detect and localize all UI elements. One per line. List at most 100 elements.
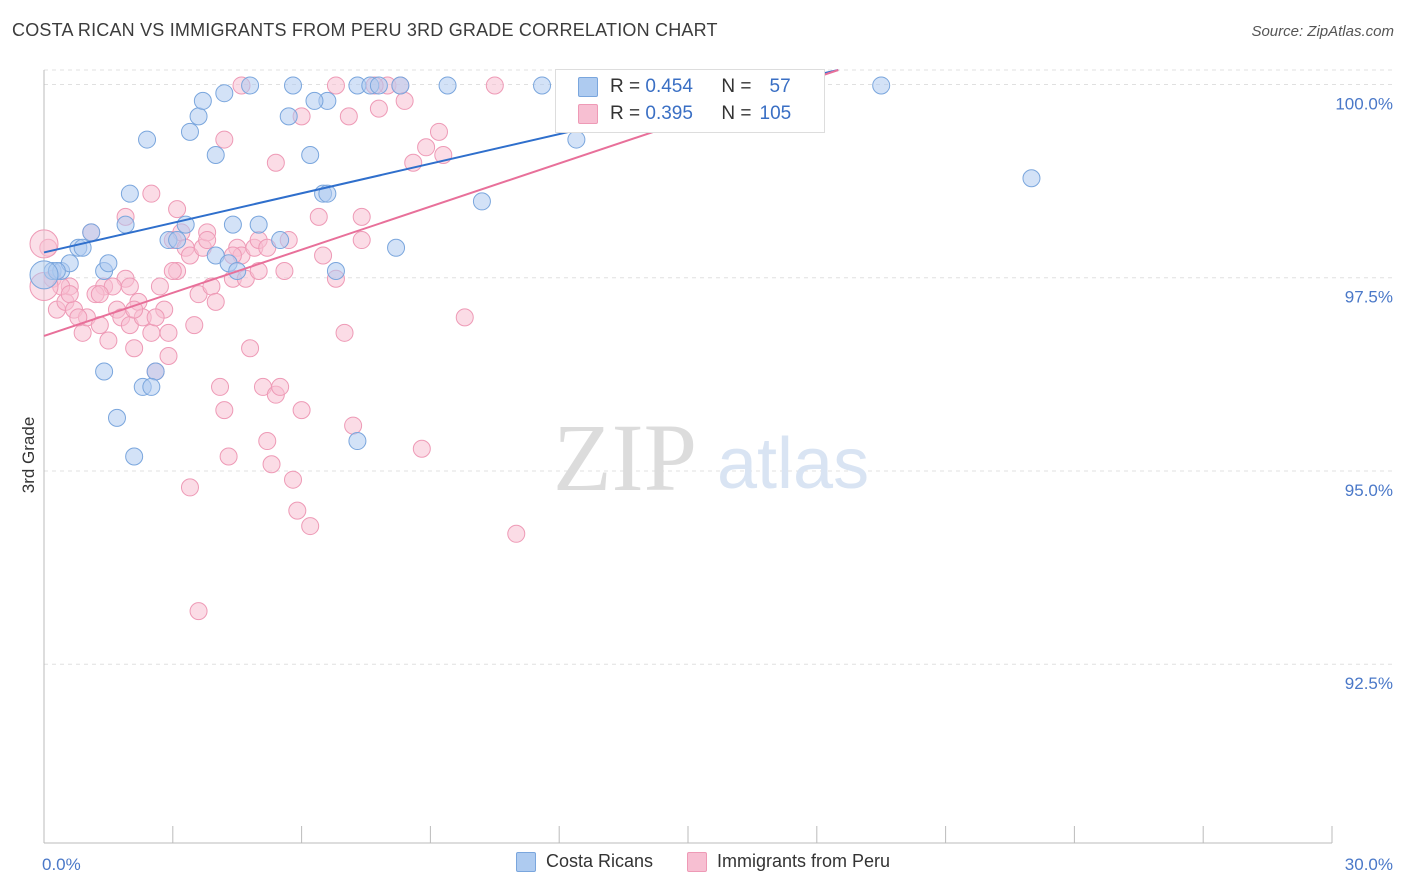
data-point — [284, 76, 303, 95]
data-point — [198, 231, 217, 250]
data-point — [180, 122, 199, 141]
data-point — [120, 277, 139, 296]
data-point — [206, 292, 225, 311]
data-point — [369, 76, 388, 95]
data-point — [279, 107, 298, 126]
data-point — [395, 91, 414, 110]
data-point — [138, 130, 157, 149]
data-point — [146, 308, 165, 327]
data-point — [125, 447, 144, 466]
y-axis-label: 3rd Grade — [19, 417, 38, 494]
data-point — [249, 261, 268, 280]
data-point — [168, 200, 187, 219]
data-point — [60, 285, 79, 304]
data-point — [391, 76, 410, 95]
data-point — [292, 401, 311, 420]
data-point — [275, 261, 294, 280]
data-point — [241, 339, 260, 358]
pink-swatch — [578, 104, 598, 124]
data-point — [335, 323, 354, 342]
data-point — [412, 439, 431, 458]
data-point — [142, 377, 161, 396]
bottom-legend: Costa Ricans Immigrants from Peru — [0, 851, 1406, 872]
blue-r-label: R = — [610, 76, 641, 97]
data-point — [120, 184, 139, 203]
legend-label-peru: Immigrants from Peru — [717, 851, 891, 871]
series-peru-points — [29, 76, 749, 621]
data-point — [1022, 169, 1041, 188]
pink-r-value: 0.395 — [645, 103, 693, 124]
pink-n-value: 105 — [759, 103, 792, 124]
data-point — [485, 76, 504, 95]
data-point — [125, 339, 144, 358]
data-point — [215, 130, 234, 149]
data-point — [73, 323, 92, 342]
data-point — [533, 76, 552, 95]
data-point — [82, 223, 101, 242]
data-point — [326, 76, 345, 95]
y-tick-label: 92.5% — [1345, 674, 1393, 693]
grid — [44, 69, 1395, 665]
data-point — [107, 408, 126, 427]
data-point — [116, 215, 135, 234]
data-point — [352, 207, 371, 226]
data-point — [288, 501, 307, 520]
stats-row-pink: R = 0.395 N = 105 — [578, 101, 791, 127]
data-point — [95, 362, 114, 381]
chart-title: COSTA RICAN VS IMMIGRANTS FROM PERU 3RD … — [12, 20, 718, 40]
data-point — [567, 130, 586, 149]
data-point — [185, 316, 204, 335]
data-point — [168, 231, 187, 250]
data-point — [472, 192, 491, 211]
watermark: ZIP atlas — [553, 404, 869, 511]
data-point — [507, 524, 526, 543]
pink-r-label: R = — [610, 103, 641, 124]
data-point — [189, 107, 208, 126]
data-point-large — [29, 260, 59, 290]
tick-labels: 100.0% 97.5% 95.0% 92.5% 0.0% 30.0% — [42, 94, 1393, 874]
legend-item-peru[interactable]: Immigrants from Peru — [687, 851, 890, 872]
data-point-large — [29, 229, 59, 259]
data-point — [326, 261, 345, 280]
data-point — [266, 153, 285, 172]
data-point — [344, 416, 363, 435]
data-point — [417, 138, 436, 157]
data-point — [438, 76, 457, 95]
legend-label-costa-ricans: Costa Ricans — [545, 851, 653, 871]
x-tick-label-min: 0.0% — [42, 855, 81, 874]
data-point — [318, 184, 337, 203]
data-point — [90, 285, 109, 304]
data-point — [258, 432, 277, 451]
data-point — [163, 261, 182, 280]
data-point — [189, 602, 208, 621]
y-tick-label: 100.0% — [1335, 94, 1393, 113]
data-point — [241, 76, 260, 95]
data-point — [193, 91, 212, 110]
data-point — [69, 308, 88, 327]
legend-swatch-pink — [687, 851, 707, 872]
data-point — [142, 323, 161, 342]
y-tick-label: 95.0% — [1345, 481, 1393, 500]
data-point — [211, 377, 230, 396]
data-point — [284, 470, 303, 489]
x-tick-label-max: 30.0% — [1345, 855, 1393, 874]
stats-legend: R = 0.454 N = 57 R = 0.395 N = 105 — [555, 69, 825, 133]
data-point — [262, 455, 281, 474]
data-point — [305, 91, 324, 110]
blue-n-value: 57 — [769, 76, 791, 97]
data-point — [309, 207, 328, 226]
data-point — [159, 323, 178, 342]
stats-row-blue: R = 0.454 N = 57 — [578, 74, 791, 100]
pink-n-label: N = — [721, 103, 752, 124]
data-point — [223, 215, 242, 234]
watermark-zip: ZIP — [553, 404, 697, 511]
data-point — [215, 401, 234, 420]
legend-item-costa-ricans[interactable]: Costa Ricans — [515, 851, 653, 872]
y-tick-label: 97.5% — [1345, 288, 1393, 307]
data-point — [301, 517, 320, 536]
data-point — [146, 362, 165, 381]
data-point — [219, 447, 238, 466]
data-point — [301, 146, 320, 165]
blue-swatch — [578, 77, 598, 97]
